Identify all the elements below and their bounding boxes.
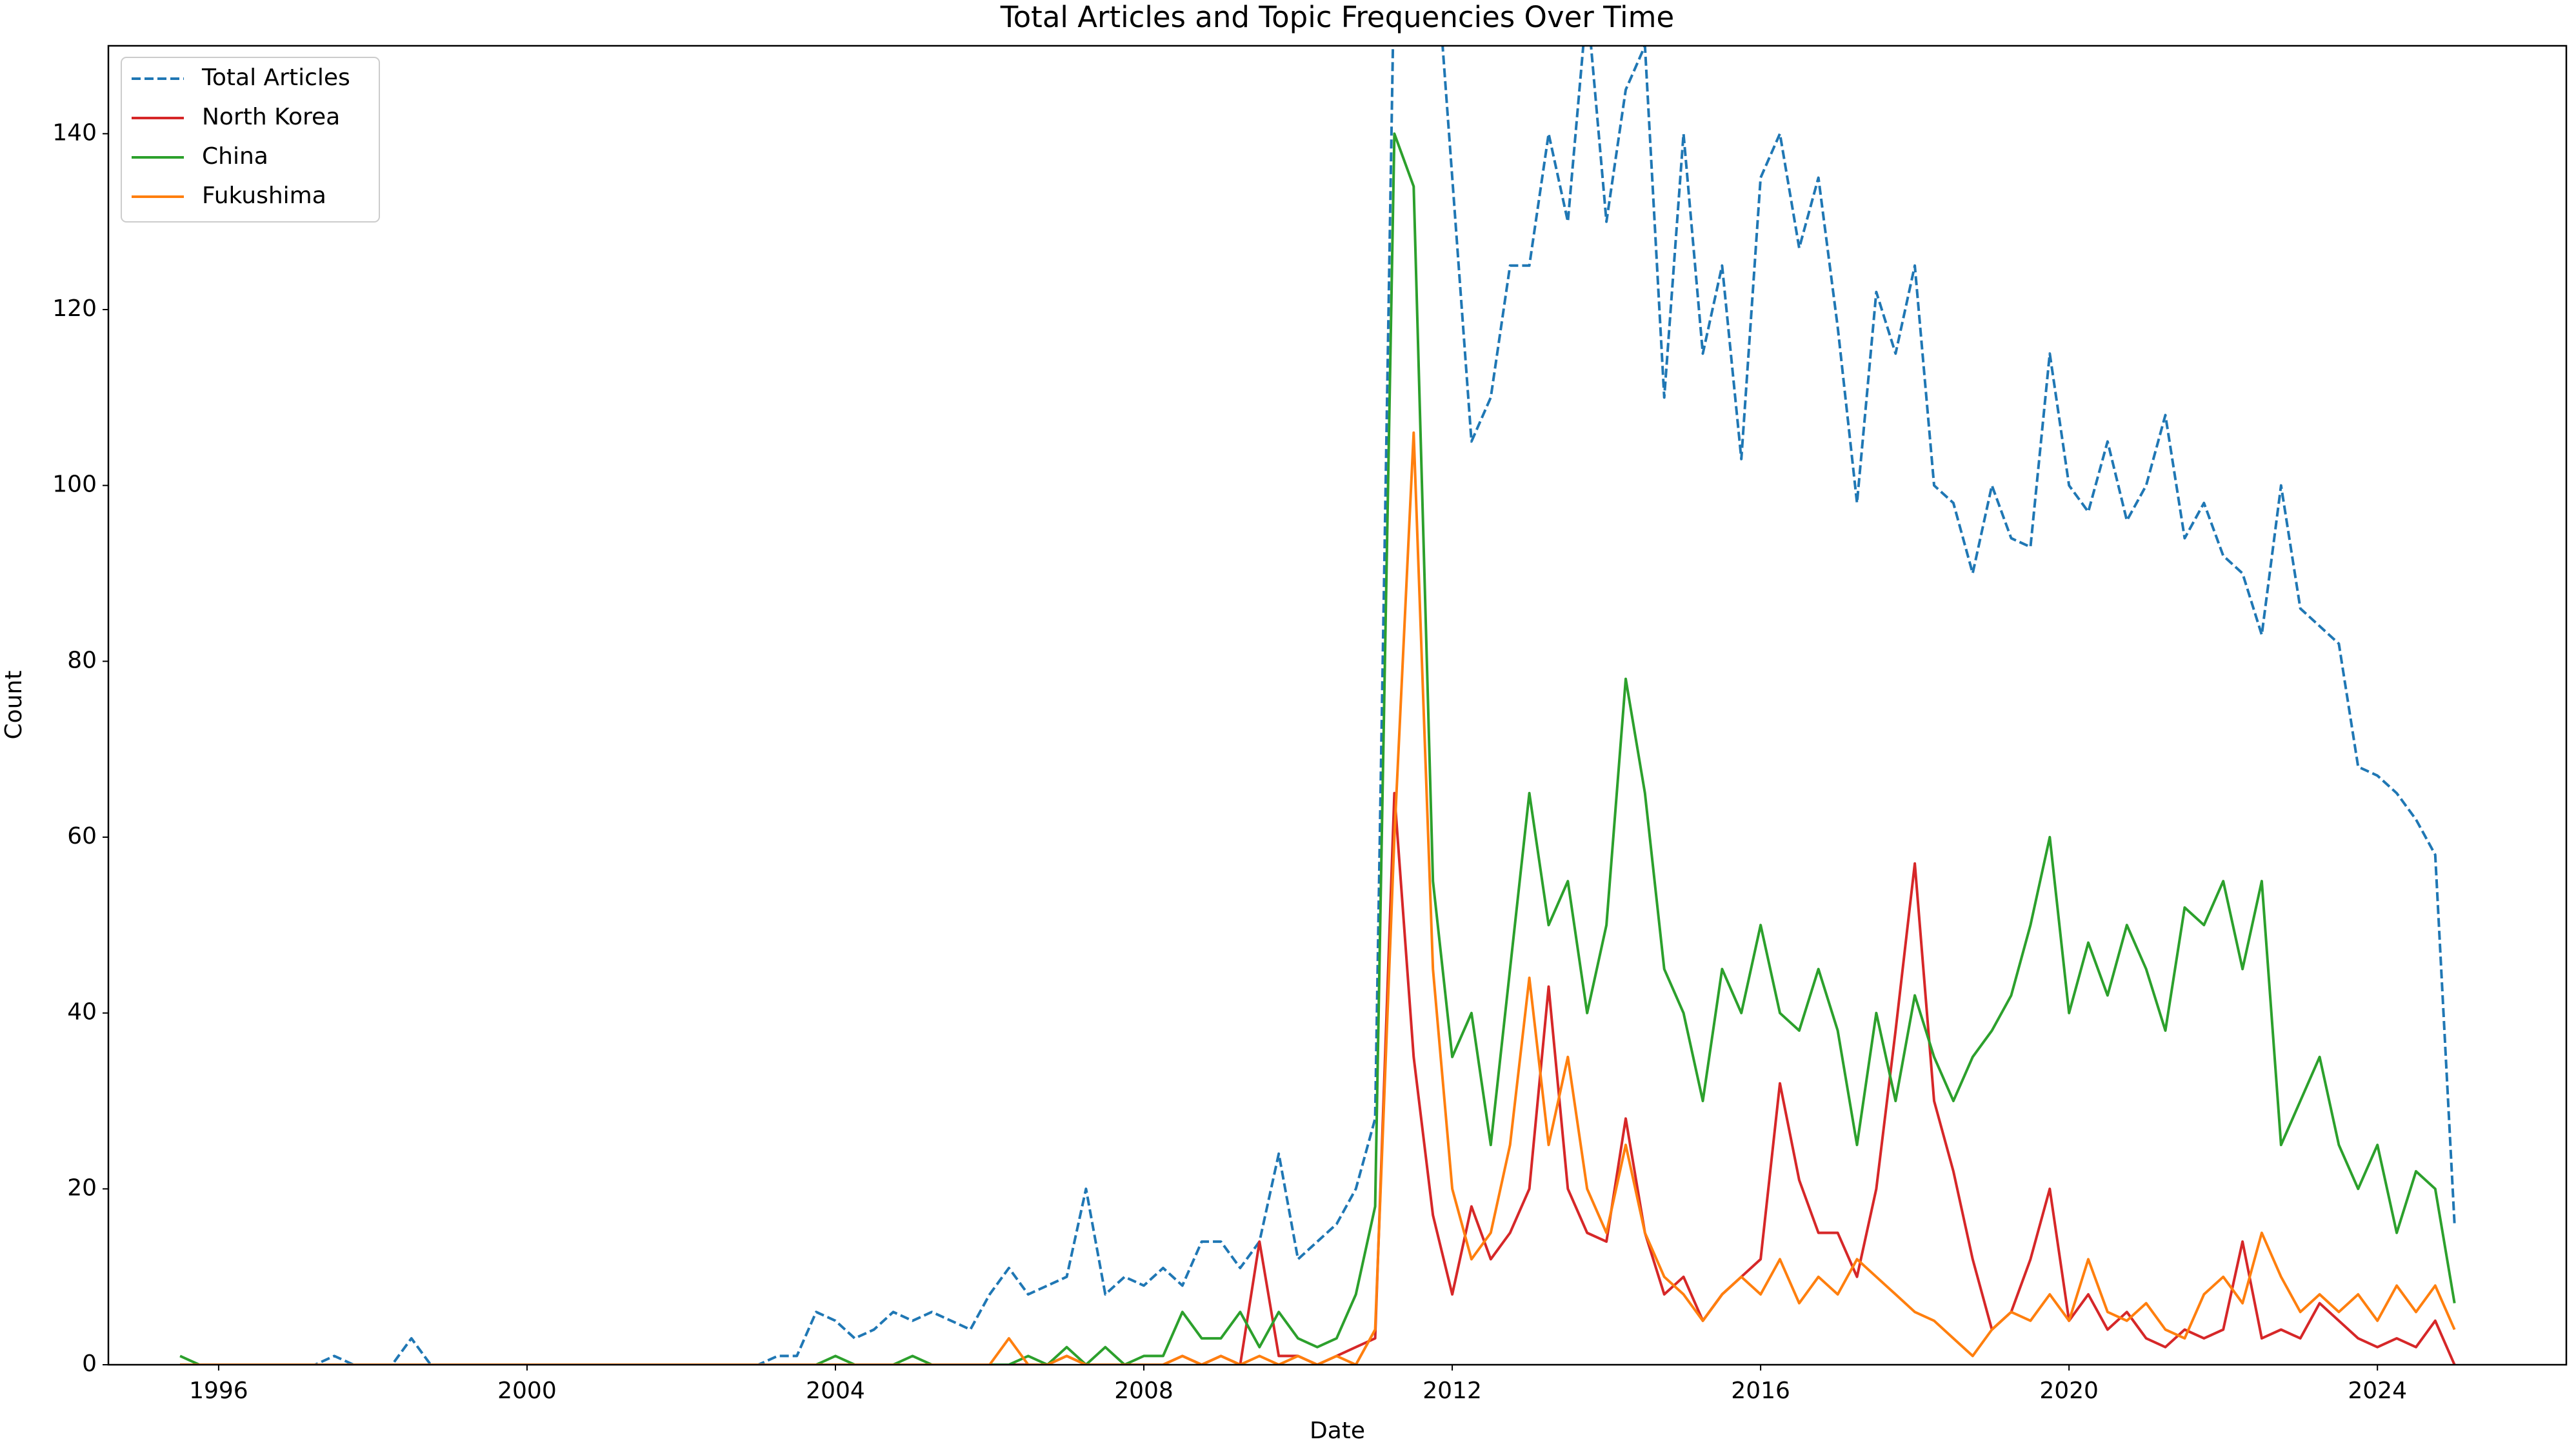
y-tick-label: 40	[67, 999, 97, 1025]
y-tick-label: 0	[82, 1351, 97, 1377]
series-line	[180, 431, 2456, 1365]
x-tick-label: 1996	[189, 1378, 248, 1404]
y-tick-label: 100	[52, 471, 97, 498]
series-line	[179, 132, 2456, 1365]
x-tick-label: 2016	[1731, 1378, 1790, 1404]
x-tick-label: 2004	[806, 1378, 865, 1404]
y-tick-label: 80	[67, 647, 97, 673]
legend-label: Total Articles	[201, 64, 350, 91]
legend-label: China	[202, 143, 268, 170]
y-tick-label: 20	[67, 1174, 97, 1201]
series-line	[180, 46, 2456, 1365]
y-tick-label: 140	[52, 119, 97, 146]
legend-label: North Korea	[202, 104, 340, 130]
series-line	[180, 791, 2456, 1365]
y-axis-label: Count	[1, 671, 27, 740]
x-tick-label: 2008	[1114, 1378, 1173, 1404]
plot-lines	[179, 46, 2456, 1365]
x-tick-label: 2024	[2348, 1378, 2407, 1404]
x-tick-label: 2012	[1423, 1378, 1482, 1404]
legend-box	[121, 57, 380, 223]
x-axis-label: Date	[1310, 1418, 1365, 1444]
y-tick-label: 120	[52, 295, 97, 322]
y-tick-label: 60	[67, 823, 97, 849]
chart-title: Total Articles and Topic Frequencies Ove…	[1000, 0, 1674, 34]
plot-frame	[107, 45, 2568, 1366]
x-tick-label: 2000	[497, 1378, 557, 1404]
legend-label: Fukushima	[202, 183, 326, 209]
x-tick-label: 2020	[2039, 1378, 2099, 1404]
